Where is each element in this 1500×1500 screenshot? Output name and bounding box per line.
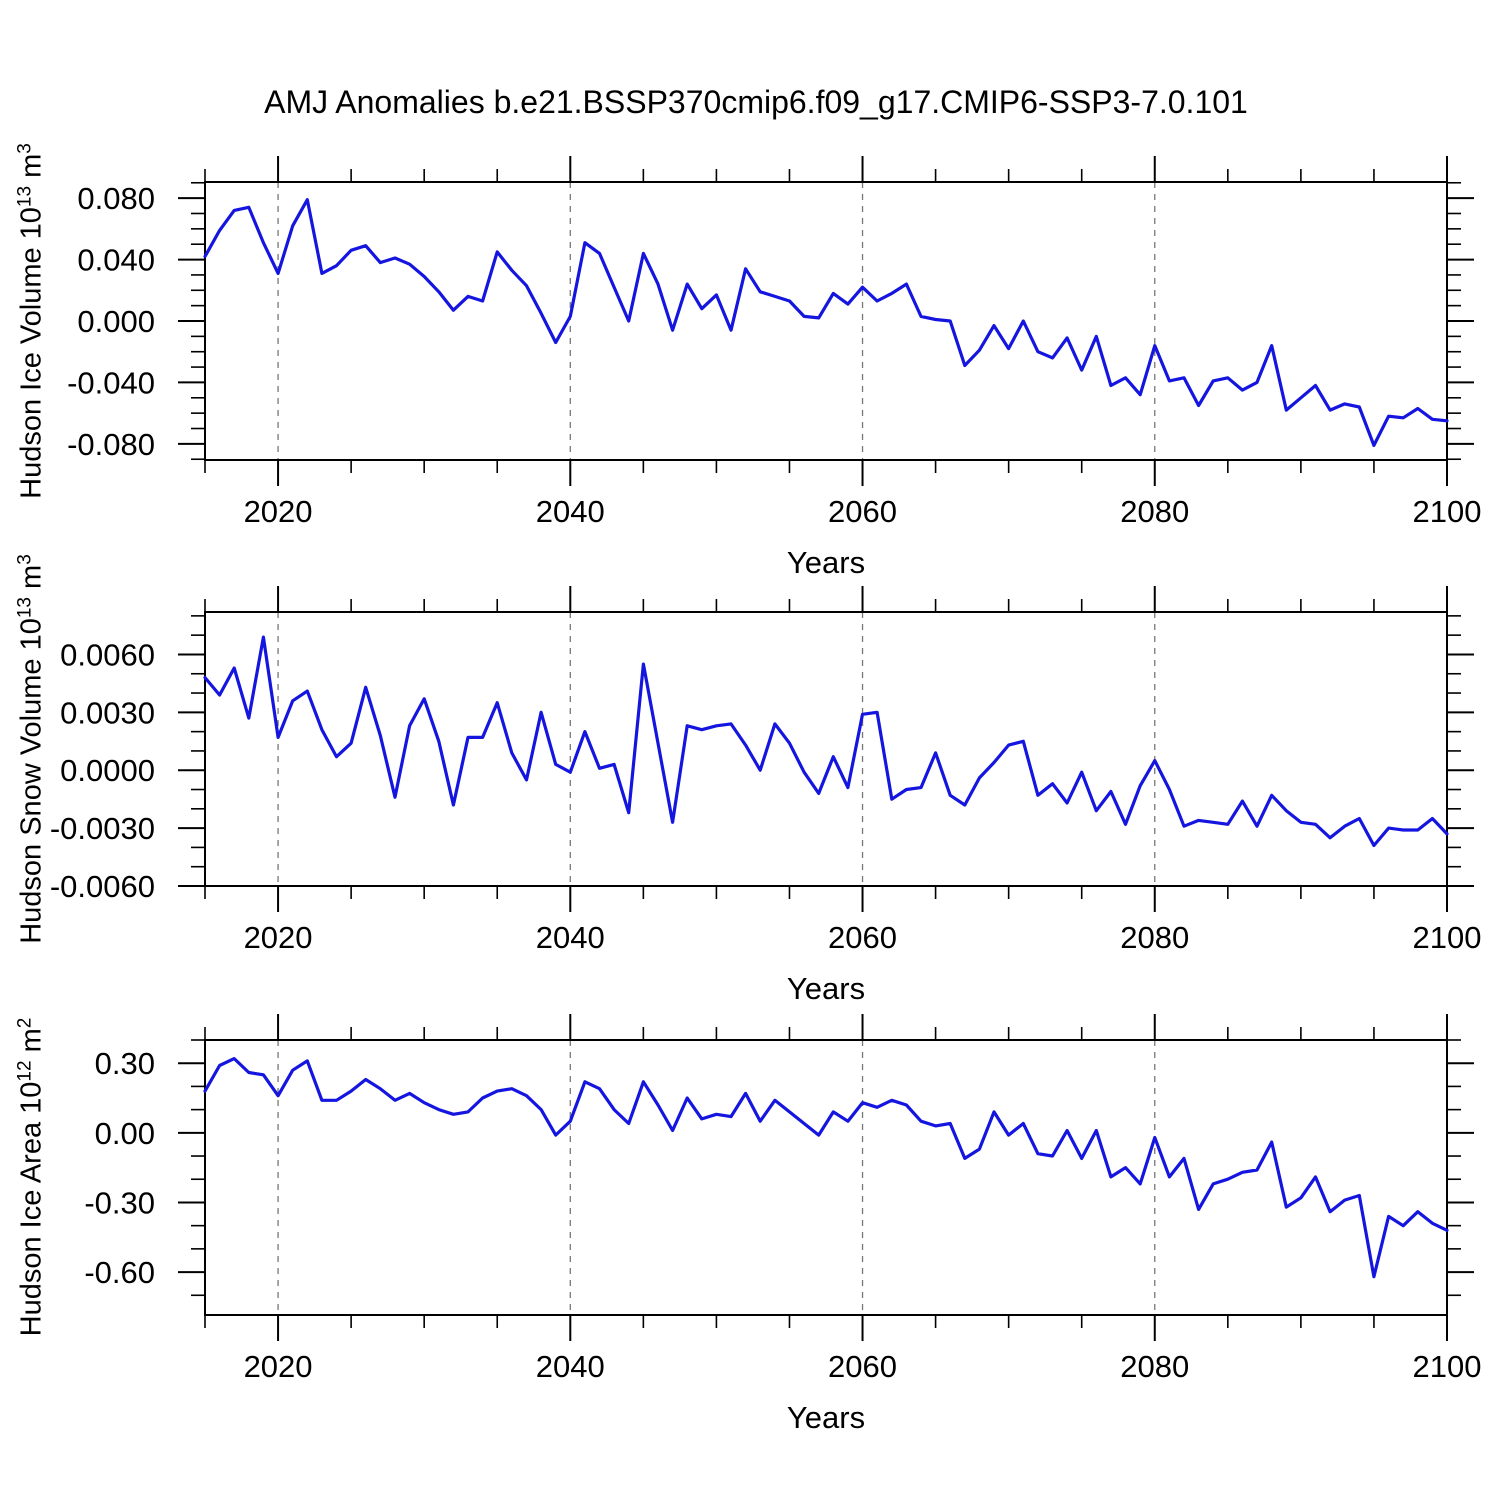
unit: m	[15, 153, 48, 186]
y-tick-label: 0.040	[77, 243, 155, 278]
exponent: 12	[14, 1060, 36, 1082]
x-tick-label: 2060	[828, 1349, 897, 1384]
y-axis-label-text: Hudson Ice Volume 10	[15, 207, 48, 499]
plot-box-hudson-snow-volume	[204, 611, 1448, 887]
x-tick-label: 2100	[1413, 1349, 1482, 1384]
x-tick-label: 2080	[1120, 920, 1189, 955]
x-tick-label: 2080	[1120, 494, 1189, 529]
y-axis-label-text: Hudson Snow Volume 10	[15, 618, 48, 944]
y-tick-label: 0.0000	[60, 753, 155, 788]
x-tick-label: 2020	[244, 494, 313, 529]
y-tick-label: -0.60	[84, 1255, 155, 1290]
exponent: 13	[14, 597, 36, 619]
plot-box-hudson-ice-volume	[204, 181, 1448, 461]
y-tick-label: 0.00	[95, 1116, 155, 1151]
x-axis-label-panel3: Years	[786, 1400, 866, 1435]
y-axis-label-ice-area: Hudson Ice Area 1012 m2	[14, 1017, 49, 1337]
unit-exponent: 3	[14, 554, 36, 565]
y-tick-label: 0.0060	[60, 637, 155, 672]
x-tick-label: 2040	[536, 1349, 605, 1384]
y-axis-label-ice-volume: Hudson Ice Volume 1013 m3	[14, 143, 49, 499]
y-axis-label-snow-volume: Hudson Snow Volume 1013 m3	[14, 554, 49, 944]
data-line-hudson-snow-volume	[203, 635, 1449, 848]
data-line-hudson-ice-volume	[203, 198, 1449, 447]
x-tick-label: 2100	[1413, 920, 1482, 955]
y-tick-label: 0.0030	[60, 695, 155, 730]
unit: m	[15, 1028, 48, 1061]
y-tick-label: 0.080	[77, 181, 155, 216]
chart-title: AMJ Anomalies b.e21.BSSP370cmip6.f09_g17…	[264, 84, 1248, 120]
x-tick-label: 2020	[244, 920, 313, 955]
y-tick-label: -0.30	[84, 1185, 155, 1220]
y-tick-label: -0.0030	[50, 811, 155, 846]
x-tick-label: 2020	[244, 1349, 313, 1384]
y-tick-label: -0.080	[67, 427, 155, 462]
x-tick-label: 2040	[536, 494, 605, 529]
unit-exponent: 2	[14, 1017, 36, 1029]
x-tick-label: 2060	[828, 494, 897, 529]
y-tick-label: 0.30	[95, 1046, 155, 1081]
x-axis-label-panel1: Years	[786, 545, 866, 580]
y-tick-label: 0.000	[77, 304, 155, 339]
y-axis-label-text: Hudson Ice Area 10	[15, 1081, 48, 1337]
data-line-hudson-ice-area	[203, 1056, 1449, 1279]
x-tick-label: 2100	[1413, 494, 1482, 529]
x-tick-label: 2080	[1120, 1349, 1189, 1384]
exponent: 13	[14, 185, 36, 208]
y-tick-label: -0.040	[67, 365, 155, 400]
unit: m	[15, 564, 48, 597]
x-tick-label: 2060	[828, 920, 897, 955]
unit-exponent: 3	[14, 143, 36, 154]
x-axis-label-panel2: Years	[786, 971, 866, 1006]
plot-box-hudson-ice-area	[204, 1039, 1448, 1316]
y-tick-label: -0.0060	[50, 869, 155, 904]
x-tick-label: 2040	[536, 920, 605, 955]
